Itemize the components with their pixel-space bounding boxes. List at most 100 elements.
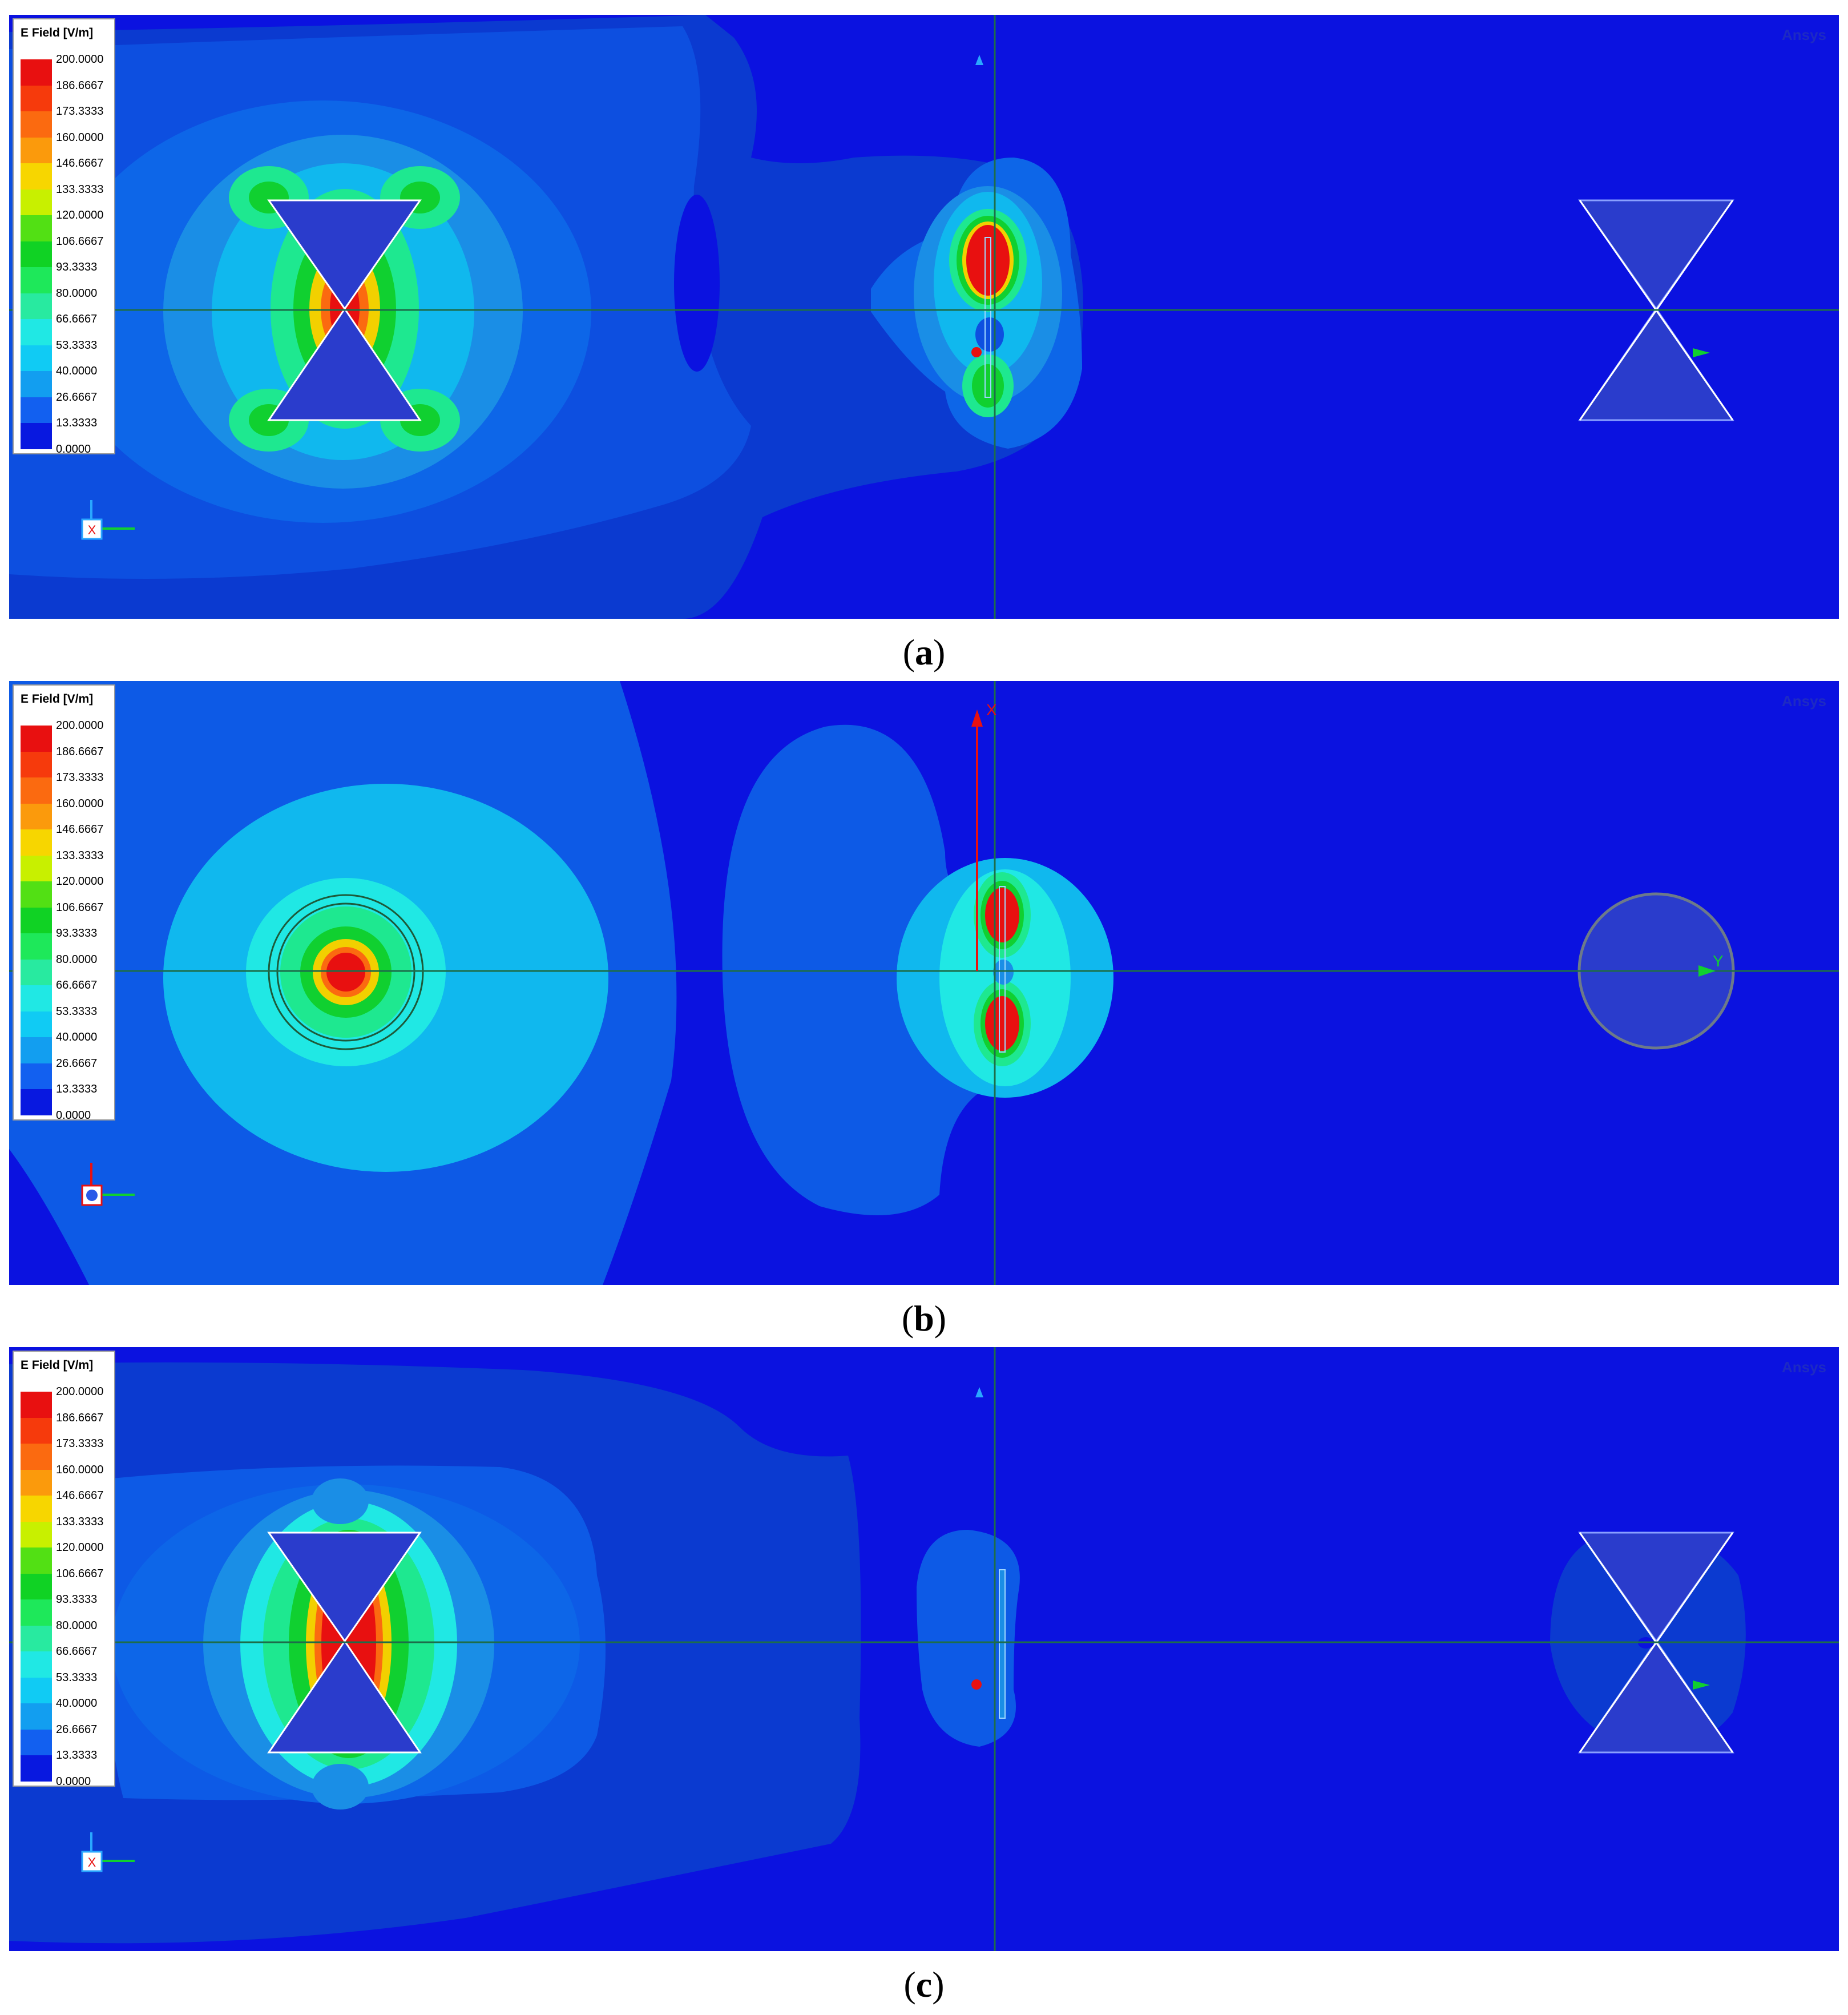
caption-c: (c) [903, 1964, 945, 2005]
color-legend: E Field [V/m] 200.0000 186.6667 173.3333… [13, 684, 115, 1121]
legend-value: 26.6667 [56, 1057, 98, 1070]
legend-swatch [21, 85, 52, 111]
caption-a: (a) [902, 632, 946, 672]
legend-value: 160.0000 [56, 797, 104, 810]
legend-swatch [21, 1417, 52, 1444]
legend-value: 80.0000 [56, 953, 98, 966]
legend-title: E Field [V/m] [21, 692, 94, 706]
field-plot-panel-b[interactable]: X Y Ansys E Field [V/m] 200.0000 186.666… [9, 681, 1839, 1285]
legend-value: 40.0000 [56, 1031, 98, 1043]
legend-swatch [21, 241, 52, 267]
legend-value: 200.0000 [56, 1385, 104, 1398]
color-legend: E Field [V/m] 200.0000 186.6667 173.3333… [13, 18, 115, 454]
caption-b-letter: b [914, 1298, 934, 1339]
legend-value: 200.0000 [56, 53, 104, 66]
legend-value: 186.6667 [56, 79, 104, 92]
legend-swatch [21, 881, 52, 908]
legend-title: E Field [V/m] [21, 1359, 94, 1372]
axis-triad-icon[interactable] [55, 1155, 135, 1235]
legend-swatch [21, 1651, 52, 1678]
legend-value: 106.6667 [56, 901, 104, 914]
legend-value: 106.6667 [56, 1567, 104, 1580]
legend-swatch [21, 371, 52, 397]
legend-value: 133.3333 [56, 1515, 104, 1528]
legend-swatch [21, 933, 52, 960]
legend-value: 93.3333 [56, 1593, 98, 1606]
legend-swatch [21, 59, 52, 86]
legend-colorbar [21, 726, 52, 1115]
field-plot-panel-c[interactable]: Ansys E Field [V/m] 200.0000 186.6667 17… [9, 1347, 1839, 1951]
legend-swatch [21, 1496, 52, 1522]
legend-value: 160.0000 [56, 131, 104, 144]
legend-value: 53.3333 [56, 338, 98, 352]
legend-swatch [21, 777, 52, 804]
legend-value: 173.3333 [56, 771, 104, 784]
legend-value: 53.3333 [56, 1671, 98, 1684]
legend-value: 40.0000 [56, 1697, 98, 1710]
legend-swatch [21, 1729, 52, 1755]
legend-value: 0.0000 [56, 1109, 91, 1122]
caption-a-letter: a [915, 632, 933, 672]
legend-swatch [21, 345, 52, 371]
legend-swatch [21, 1677, 52, 1703]
legend-swatch [21, 397, 52, 423]
legend-value: 26.6667 [56, 1723, 98, 1736]
legend-swatch [21, 985, 52, 1011]
field-plot-panel-a[interactable]: Ansys E Field [V/m] 200.0000 186.6667 17… [9, 15, 1839, 619]
legend-title: E Field [V/m] [21, 26, 94, 39]
legend-swatch [21, 1063, 52, 1089]
axis-triad-icon[interactable]: X [55, 489, 135, 569]
legend-swatch [21, 1037, 52, 1063]
legend-value: 106.6667 [56, 235, 104, 248]
legend-colorbar [21, 1392, 52, 1782]
legend-swatch [21, 293, 52, 319]
legend-swatch [21, 959, 52, 985]
legend-value: 93.3333 [56, 261, 98, 273]
legend-value: 146.6667 [56, 1489, 104, 1502]
legend-value: 80.0000 [56, 287, 98, 300]
caption-b: (b) [901, 1298, 947, 1339]
legend-colorbar [21, 59, 52, 449]
legend-value: 133.3333 [56, 849, 104, 862]
legend-value: 160.0000 [56, 1463, 104, 1476]
legend-value: 0.0000 [56, 1775, 91, 1788]
x-axis-label: X [986, 701, 997, 719]
legend-value: 173.3333 [56, 105, 104, 118]
legend-swatch [21, 137, 52, 163]
legend-value: 53.3333 [56, 1005, 98, 1018]
ansys-watermark: Ansys [1781, 692, 1826, 710]
legend-value: 120.0000 [56, 875, 104, 888]
legend-value: 186.6667 [56, 745, 104, 758]
legend-labels: 200.0000 186.6667 173.3333 160.0000 146.… [56, 1386, 114, 1802]
legend-value: 80.0000 [56, 1619, 98, 1632]
legend-swatch [21, 267, 52, 293]
axis-triad-icon[interactable]: X [55, 1821, 135, 1901]
e-field-contour-c [9, 1347, 1839, 1951]
color-legend: E Field [V/m] 200.0000 186.6667 173.3333… [13, 1351, 115, 1787]
e-field-contour-a [9, 15, 1839, 619]
y-axis-label: Y [1713, 952, 1724, 970]
legend-swatch [21, 907, 52, 933]
legend-swatch [21, 1521, 52, 1547]
legend-value: 13.3333 [56, 1749, 98, 1762]
legend-swatch [21, 1755, 52, 1782]
legend-swatch [21, 189, 52, 215]
legend-swatch [21, 1547, 52, 1574]
legend-value: 0.0000 [56, 442, 91, 456]
legend-value: 120.0000 [56, 209, 104, 221]
legend-value: 173.3333 [56, 1437, 104, 1450]
legend-value: 120.0000 [56, 1541, 104, 1554]
legend-swatch [21, 1469, 52, 1496]
e-field-contour-b: X Y [9, 681, 1839, 1285]
legend-value: 146.6667 [56, 157, 104, 170]
legend-swatch [21, 111, 52, 138]
legend-swatch [21, 423, 52, 449]
legend-swatch [21, 1599, 52, 1626]
legend-swatch [21, 319, 52, 345]
legend-swatch [21, 829, 52, 856]
legend-value: 13.3333 [56, 417, 98, 429]
legend-value: 13.3333 [56, 1083, 98, 1095]
ansys-watermark: Ansys [1781, 1359, 1826, 1376]
legend-swatch [21, 751, 52, 777]
legend-swatch [21, 1625, 52, 1651]
